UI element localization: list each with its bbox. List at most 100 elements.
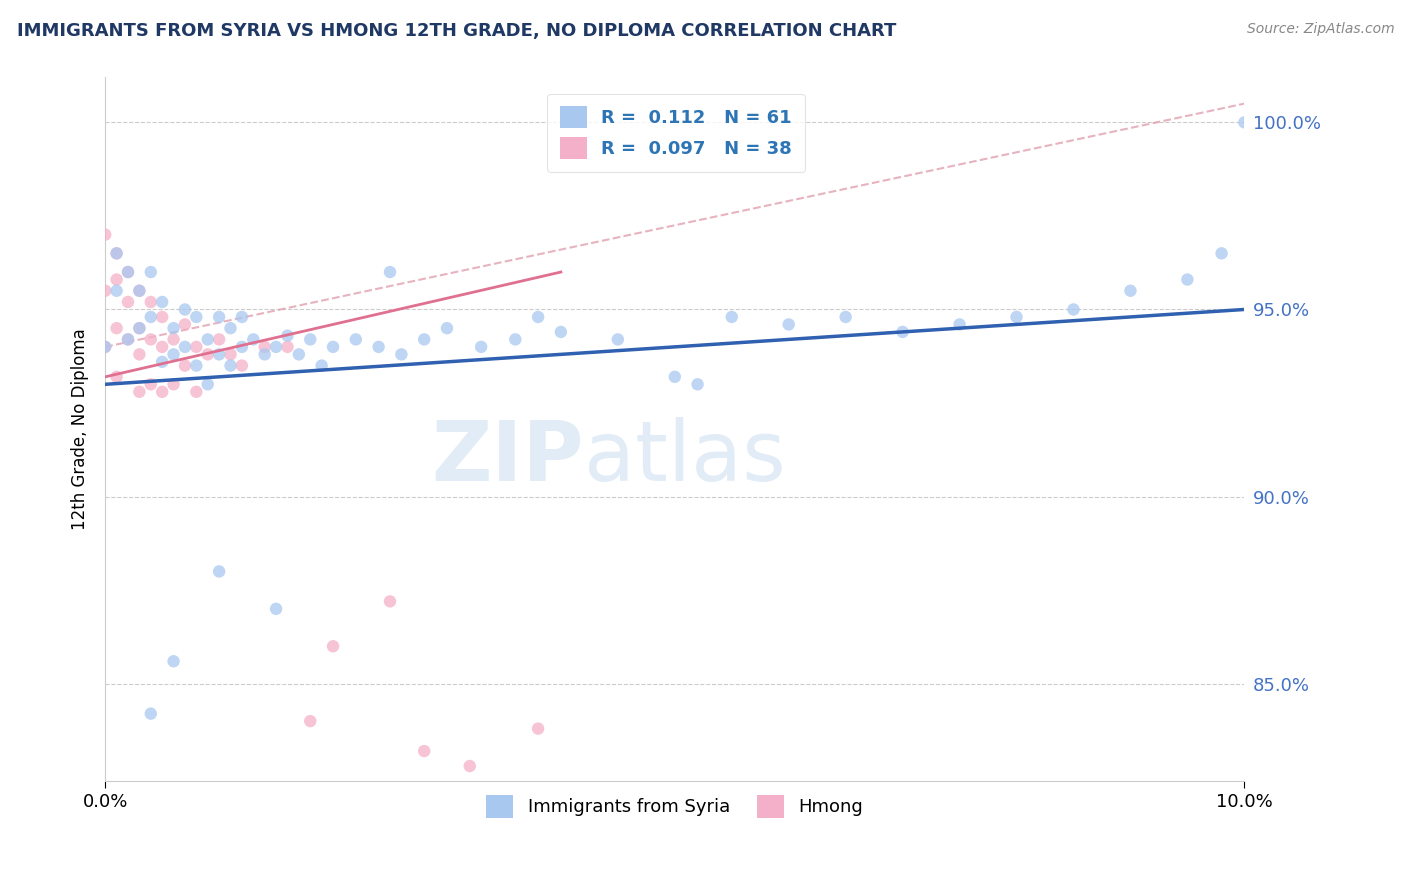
Point [344,332,367,346]
Point [186,359,208,373]
Point [413,332,436,346]
Point [264,340,287,354]
Point [162,347,184,361]
Point [197,332,219,346]
Point [105,246,128,260]
Point [505,332,527,346]
Point [117,332,139,346]
Point [128,347,150,361]
Point [378,265,401,279]
Point [117,295,139,310]
Point [1119,284,1142,298]
Point [128,321,150,335]
Point [527,310,550,324]
Point [139,295,162,310]
Point [139,265,162,279]
Point [720,310,742,324]
Point [128,321,150,335]
Point [150,384,173,399]
Point [105,321,128,335]
Point [174,359,197,373]
Point [834,310,856,324]
Point [436,321,458,335]
Point [94,227,117,242]
Point [1063,302,1085,317]
Point [231,359,253,373]
Point [299,332,322,346]
Point [253,347,276,361]
Point [219,347,242,361]
Point [94,340,117,354]
Point [1233,115,1256,129]
Point [389,347,412,361]
Point [174,318,197,332]
Text: Source: ZipAtlas.com: Source: ZipAtlas.com [1247,22,1395,37]
Point [1177,272,1199,286]
Point [105,369,128,384]
Point [186,310,208,324]
Point [264,602,287,616]
Point [139,332,162,346]
Point [470,340,492,354]
Point [550,325,572,339]
Point [458,759,481,773]
Point [139,706,162,721]
Point [105,246,128,260]
Point [139,310,162,324]
Point [197,377,219,392]
Point [299,714,322,728]
Point [288,347,311,361]
Point [208,332,231,346]
Point [208,347,231,361]
Point [891,325,914,339]
Point [139,377,162,392]
Point [162,332,184,346]
Text: IMMIGRANTS FROM SYRIA VS HMONG 12TH GRADE, NO DIPLOMA CORRELATION CHART: IMMIGRANTS FROM SYRIA VS HMONG 12TH GRAD… [17,22,896,40]
Point [664,369,686,384]
Point [253,340,276,354]
Point [117,265,139,279]
Point [686,377,709,392]
Point [413,744,436,758]
Point [276,328,298,343]
Point [1005,310,1028,324]
Point [117,265,139,279]
Point [231,310,253,324]
Point [208,310,231,324]
Point [128,384,150,399]
Point [527,722,550,736]
Point [105,272,128,286]
Point [186,340,208,354]
Point [276,340,298,354]
Point [94,340,117,354]
Point [150,295,173,310]
Legend: Immigrants from Syria, Hmong: Immigrants from Syria, Hmong [479,789,870,825]
Point [162,377,184,392]
Point [105,284,128,298]
Point [219,321,242,335]
Point [778,318,800,332]
Point [242,332,264,346]
Point [378,594,401,608]
Point [117,332,139,346]
Point [948,318,970,332]
Point [197,347,219,361]
Text: ZIP: ZIP [432,417,583,498]
Point [150,355,173,369]
Point [162,654,184,668]
Text: atlas: atlas [583,417,786,498]
Point [94,284,117,298]
Point [322,340,344,354]
Point [606,332,628,346]
Point [150,340,173,354]
Point [231,340,253,354]
Point [311,359,333,373]
Point [174,302,197,317]
Point [367,340,389,354]
Point [208,565,231,579]
Y-axis label: 12th Grade, No Diploma: 12th Grade, No Diploma [72,328,89,530]
Point [186,384,208,399]
Point [174,340,197,354]
Point [128,284,150,298]
Point [1211,246,1233,260]
